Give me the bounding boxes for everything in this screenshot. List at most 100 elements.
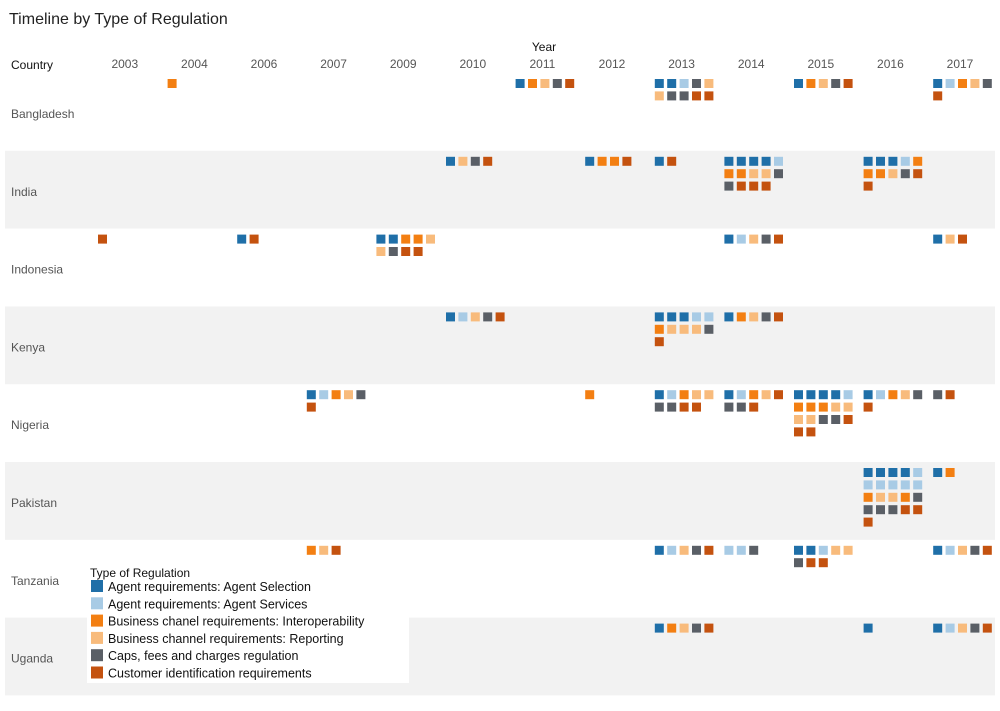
regulation-mark	[888, 480, 898, 490]
regulation-mark	[774, 169, 783, 179]
legend-label: Business channel requirements: Reporting	[108, 632, 344, 646]
regulation-mark	[736, 156, 746, 166]
regulation-mark	[306, 390, 316, 400]
regulation-mark	[679, 312, 689, 322]
regulation-mark	[794, 402, 803, 412]
regulation-mark	[913, 492, 923, 502]
regulation-mark	[794, 79, 803, 88]
regulation-mark	[667, 545, 677, 555]
year-labels: 2003 2004 2006 2007 2009 2010 2011 2012 2013 2014…	[111, 57, 973, 71]
regulation-mark	[945, 468, 955, 477]
regulation-mark	[982, 623, 992, 633]
regulation-mark	[306, 402, 316, 412]
year-label: 2017	[947, 57, 974, 71]
regulation-mark	[876, 480, 885, 490]
regulation-mark	[167, 79, 177, 88]
legend-swatch	[91, 649, 103, 662]
regulation-mark	[679, 91, 689, 101]
regulation-mark	[958, 79, 967, 88]
regulation-mark	[888, 468, 898, 477]
year-label: 2016	[877, 57, 904, 71]
regulation-mark	[806, 402, 816, 412]
regulation-mark	[470, 156, 480, 166]
regulation-mark	[426, 234, 435, 244]
regulation-mark	[667, 156, 677, 166]
legend-label: Agent requirements: Agent Services	[108, 597, 307, 611]
regulation-mark	[667, 623, 677, 633]
country-label: Kenya	[11, 340, 45, 354]
regulation-mark	[413, 234, 423, 244]
regulation-mark	[774, 156, 783, 166]
regulation-mark	[704, 91, 714, 101]
regulation-mark	[749, 156, 759, 166]
regulation-mark	[319, 545, 329, 555]
regulation-mark	[736, 169, 746, 179]
regulation-mark	[654, 390, 664, 400]
regulation-mark	[413, 247, 423, 256]
regulation-mark	[585, 390, 595, 400]
year-label: 2010	[459, 57, 486, 71]
regulation-mark	[913, 505, 923, 515]
regulation-mark	[679, 402, 689, 412]
country-label: Indonesia	[11, 263, 63, 277]
regulation-mark	[540, 79, 550, 88]
legend-swatch	[91, 580, 103, 592]
regulation-mark	[667, 312, 677, 322]
regulation-mark	[654, 91, 664, 101]
regulation-mark	[863, 517, 873, 527]
regulation-mark	[818, 79, 828, 88]
regulation-mark	[818, 545, 828, 555]
country-labels: Bangladesh India Indonesia Kenya Nigeria Paki…	[11, 107, 74, 666]
regulation-mark	[900, 480, 910, 490]
regulation-mark	[794, 427, 803, 437]
year-label: 2013	[668, 57, 695, 71]
regulation-mark	[761, 312, 771, 322]
regulation-mark	[818, 415, 828, 424]
regulation-mark	[724, 390, 734, 400]
regulation-mark	[818, 402, 828, 412]
regulation-mark	[888, 505, 898, 515]
regulation-mark	[585, 156, 595, 166]
regulation-mark	[933, 234, 943, 244]
regulation-mark	[667, 79, 677, 88]
regulation-mark	[888, 492, 898, 502]
legend-title: Type of Regulation	[90, 566, 190, 580]
regulation-mark	[724, 312, 734, 322]
regulation-mark	[736, 312, 746, 322]
regulation-mark	[458, 156, 468, 166]
country-label: India	[11, 185, 37, 199]
regulation-mark	[806, 415, 816, 424]
year-label: 2011	[529, 57, 555, 71]
regulation-mark	[667, 324, 677, 334]
regulation-mark	[679, 545, 689, 555]
regulation-mark	[900, 492, 910, 502]
year-label: 2014	[738, 57, 765, 71]
regulation-mark	[483, 156, 493, 166]
regulation-mark	[843, 79, 853, 88]
regulation-mark	[704, 324, 714, 334]
regulation-mark	[654, 623, 664, 633]
regulation-mark	[692, 324, 701, 334]
regulation-mark	[749, 312, 759, 322]
year-label: 2003	[111, 57, 138, 71]
country-label: Uganda	[11, 652, 53, 666]
regulation-mark	[900, 505, 910, 515]
regulation-mark	[736, 390, 746, 400]
regulation-mark	[306, 545, 316, 555]
regulation-mark	[913, 480, 923, 490]
regulation-mark	[888, 390, 898, 400]
regulation-mark	[528, 79, 537, 88]
regulation-mark	[749, 402, 759, 412]
country-label: Pakistan	[11, 496, 57, 510]
column-header: Year	[532, 40, 556, 54]
country-label: Tanzania	[11, 574, 59, 588]
regulation-mark	[515, 79, 525, 88]
regulation-mark	[958, 234, 967, 244]
legend-swatch	[91, 631, 103, 644]
regulation-mark	[736, 181, 746, 191]
legend-swatch	[91, 614, 103, 627]
regulation-mark	[970, 79, 980, 88]
regulation-mark	[610, 156, 619, 166]
regulation-mark	[667, 402, 677, 412]
year-label: 2007	[320, 57, 347, 71]
